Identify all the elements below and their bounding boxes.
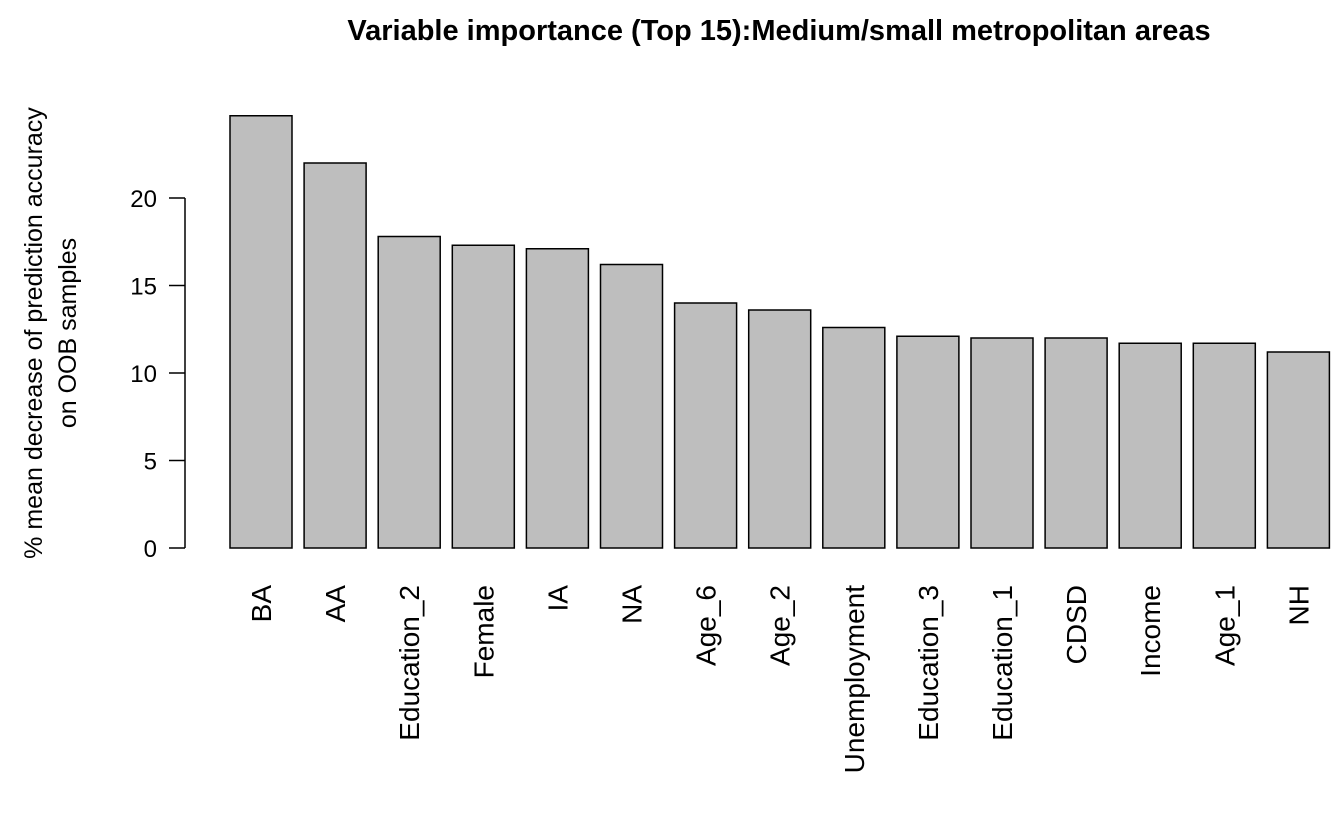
- category-label: NA: [617, 585, 648, 624]
- y-axis-title-line-1: % mean decrease of prediction accuracy: [20, 107, 48, 559]
- category-label: Income: [1135, 585, 1166, 677]
- bar: [1266, 351, 1331, 549]
- y-axis: 0 5 10 15 20: [130, 186, 186, 563]
- category-label: Education_2: [394, 585, 425, 741]
- y-tick-label: 20: [130, 186, 157, 213]
- y-axis-title: % mean decrease of prediction accuracy o…: [20, 107, 82, 559]
- y-axis-title-line-2: on OOB samples: [54, 238, 82, 428]
- category-label: Female: [468, 585, 499, 678]
- bars: [229, 115, 1331, 549]
- category-labels: BA AA Education_2 Female IA NA Age_6 Age_2 Unemp…: [246, 585, 1314, 774]
- bar: [229, 115, 293, 549]
- category-label: Age_1: [1209, 585, 1240, 666]
- category-label: Unemployment: [839, 585, 870, 774]
- bar: [822, 326, 886, 549]
- category-label: IA: [542, 585, 573, 612]
- bar: [747, 309, 812, 549]
- bar: [673, 302, 738, 549]
- y-tick-label: 0: [144, 536, 157, 563]
- y-tick-label: 10: [130, 361, 157, 388]
- bar: [896, 335, 960, 549]
- bar: [451, 244, 516, 549]
- chart-title: Variable importance (Top 15):Medium/smal…: [347, 15, 1210, 47]
- category-label: Education_3: [913, 585, 944, 741]
- category-label: Education_1: [987, 585, 1018, 741]
- category-label: Age_6: [691, 585, 722, 666]
- bar: [1044, 337, 1108, 549]
- category-label: AA: [320, 585, 351, 623]
- y-tick-label: 5: [144, 449, 157, 476]
- category-label: Age_2: [765, 585, 796, 666]
- bar: [970, 337, 1034, 549]
- bar: [525, 248, 590, 549]
- y-tick-label: 15: [130, 274, 157, 301]
- bar: [377, 235, 441, 549]
- bar: [599, 263, 664, 549]
- bar: [1118, 342, 1182, 549]
- bar: [303, 162, 367, 549]
- bar: [1192, 342, 1257, 549]
- category-label: NH: [1283, 585, 1314, 625]
- category-label: CDSD: [1061, 585, 1092, 664]
- category-label: BA: [246, 585, 277, 623]
